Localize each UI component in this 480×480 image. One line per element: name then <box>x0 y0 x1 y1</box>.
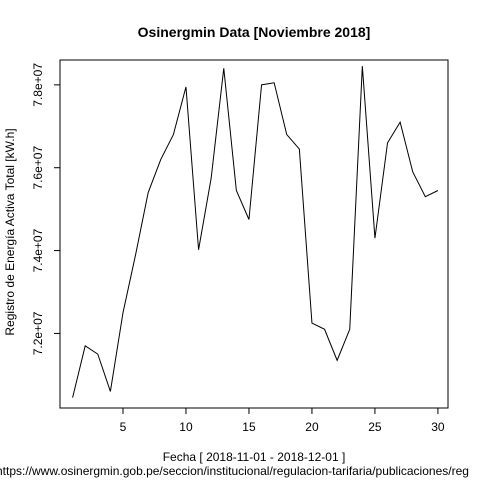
x-tick-label: 30 <box>431 420 445 434</box>
x-tick-label: 5 <box>120 420 127 434</box>
x-tick-label: 25 <box>368 420 382 434</box>
x-tick-label: 10 <box>179 420 193 434</box>
y-tick-label: 7.4e+07 <box>31 228 45 272</box>
source-url: https://www.osinergmin.gob.pe/seccion/in… <box>0 464 469 478</box>
y-tick-label: 7.6e+07 <box>31 146 45 190</box>
y-tick-label: 7.2e+07 <box>31 311 45 355</box>
x-tick-label: 15 <box>242 420 256 434</box>
x-axis-label: Fecha [ 2018-11-01 - 2018-12-01 ] <box>163 450 346 464</box>
plot-frame <box>59 59 449 409</box>
x-tick-label: 20 <box>305 420 319 434</box>
y-axis: 7.2e+07 7.4e+07 7.6e+07 7.8e+07 <box>31 63 60 355</box>
series-line <box>72 66 439 398</box>
y-axis-label: Registro de Energía Activa Total [kW.h] <box>3 128 17 335</box>
x-axis: 5 10 15 20 25 30 <box>120 408 445 434</box>
chart-title: Osinergmin Data [Noviembre 2018] <box>138 24 371 40</box>
y-tick-label: 7.8e+07 <box>31 63 45 107</box>
